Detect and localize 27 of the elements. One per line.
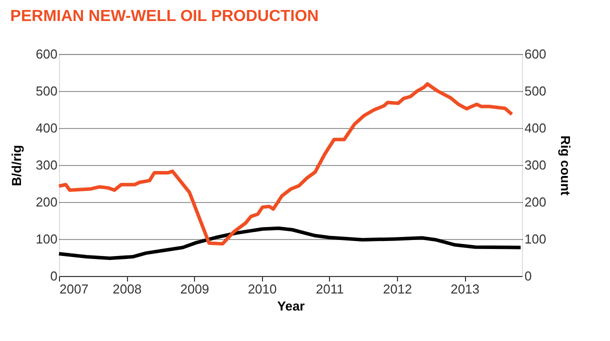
y-tick-label: 200 [36,194,58,210]
line-series [57,226,522,260]
y2-tick-label: 600 [524,46,546,62]
y-axis-title: B/d/rig [8,144,24,186]
chart-title: PERMIAN NEW-WELL OIL PRODUCTION [10,8,319,25]
x-tick-label: 2008 [112,282,142,296]
x-tick-label: 2010 [248,282,277,296]
x-tick-label: 2007 [60,282,88,296]
y2-tick-label: 200 [524,194,546,210]
x-tick-label: 2011 [316,282,344,296]
y-tick-label: 500 [36,84,58,98]
y-tick-label: 400 [36,120,58,136]
y2-tick-label: 400 [524,120,546,136]
y2-tick-label: 0 [524,268,532,284]
y-tick-label: 100 [36,232,58,246]
line-series [57,82,514,246]
y2-tick-label: 500 [524,84,546,98]
y-tick-label: 600 [36,46,58,62]
y2-tick-label: 100 [524,232,546,246]
y2-tick-label: 300 [524,158,546,172]
x-tick-label: 2012 [382,282,412,296]
x-tick-label: 2009 [180,282,210,296]
y-tick-label: 300 [36,158,58,172]
x-tick-label: 2013 [450,282,480,296]
x-axis-title: Year [277,298,305,314]
y-tick-label: 0 [50,268,58,284]
y2-axis-title: Rig count [558,136,574,196]
